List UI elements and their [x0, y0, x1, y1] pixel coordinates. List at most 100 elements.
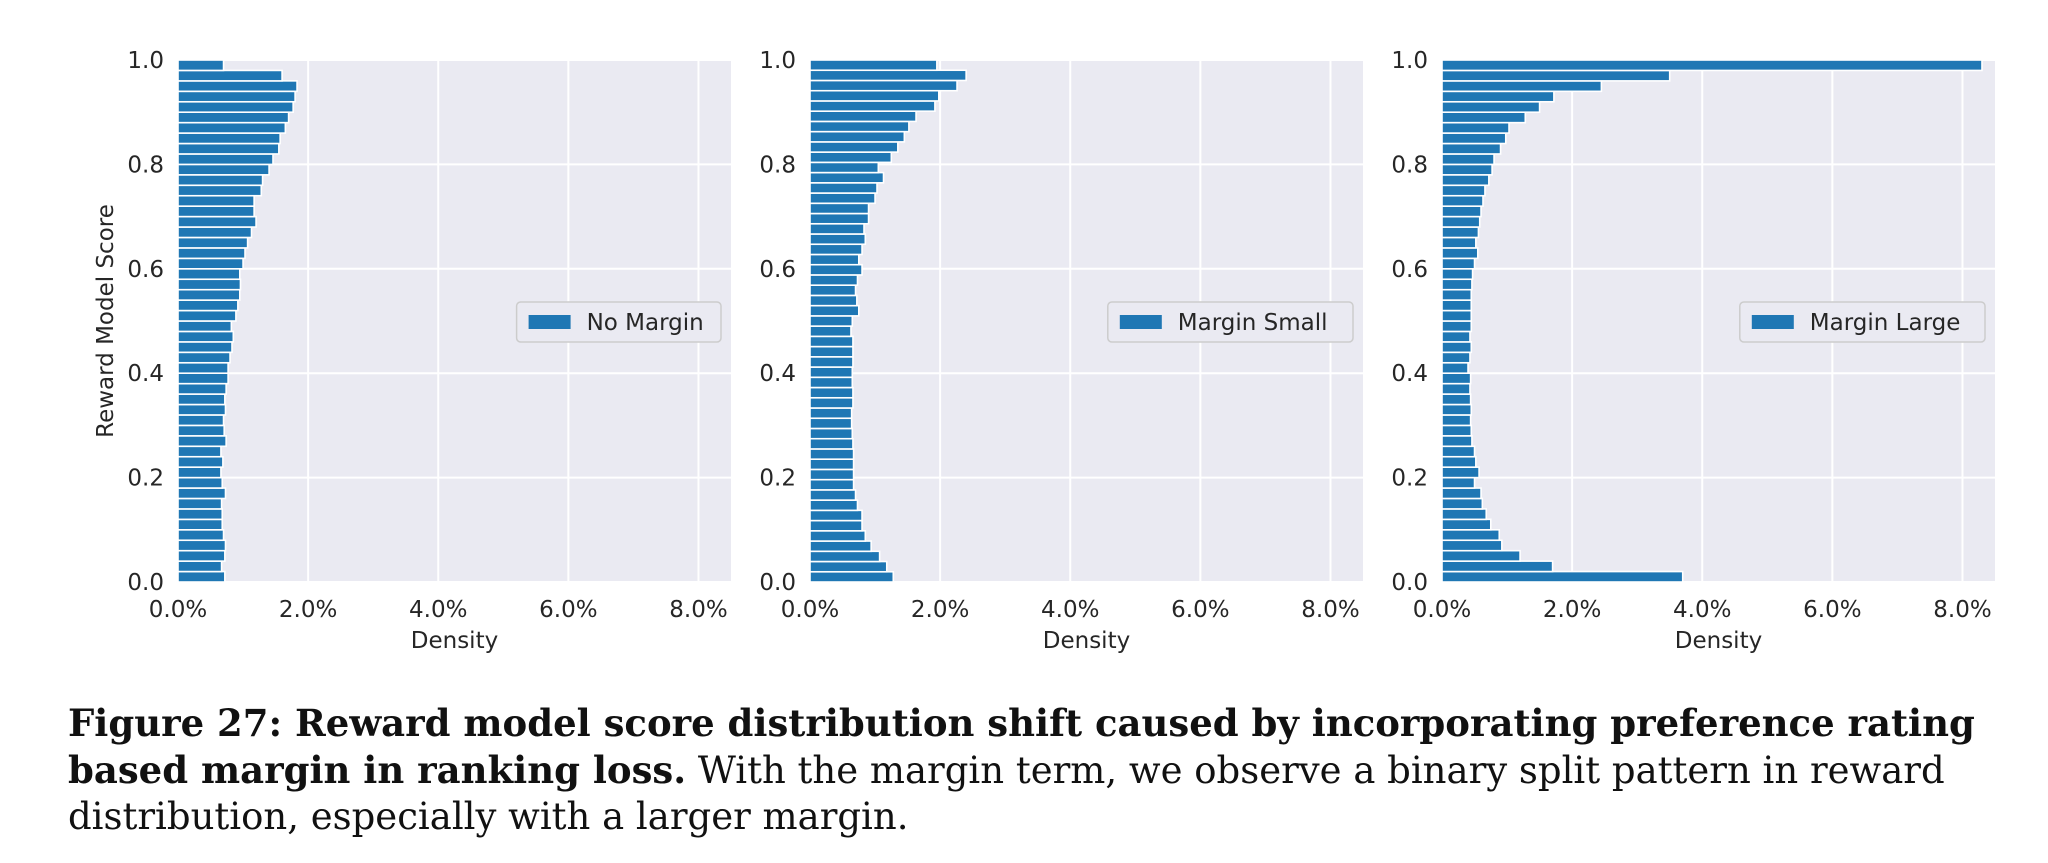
bar: [809, 182, 878, 194]
x-axis-label: Density: [1675, 628, 1762, 654]
bar: [809, 417, 853, 430]
y-tick-label: 0.0: [127, 570, 164, 596]
y-tick-label: 0.8: [1391, 152, 1428, 178]
bar: [1441, 163, 1493, 176]
bar: [1441, 497, 1484, 510]
bar: [1441, 132, 1507, 145]
bar: [809, 315, 854, 327]
bar: [177, 184, 263, 197]
bar: [1441, 153, 1495, 166]
bar: [809, 233, 867, 246]
x-tick-label: 0.0%: [781, 597, 839, 623]
bar: [809, 212, 870, 225]
x-tick-label: 0.0%: [149, 597, 207, 623]
bar: [1441, 100, 1541, 114]
bar: [1441, 278, 1473, 291]
bar: [177, 100, 294, 114]
bar: [1441, 351, 1471, 364]
bar: [1441, 247, 1479, 260]
bar: [177, 403, 227, 416]
x-tick-label: 4.0%: [1041, 597, 1099, 623]
bar: [1441, 518, 1492, 531]
x-tick-label: 8.0%: [1933, 597, 1991, 623]
bar: [177, 528, 225, 542]
bar: [1441, 403, 1473, 416]
y-tick-label: 0.8: [127, 152, 164, 178]
figure-caption: Figure 27: Reward model score distributi…: [68, 700, 2028, 840]
bar: [1441, 393, 1472, 406]
bar: [809, 519, 863, 532]
bar: [809, 325, 852, 338]
bar: [177, 153, 274, 166]
x-tick-label: 2.0%: [279, 597, 337, 623]
x-tick-label: 0.0%: [1413, 597, 1471, 623]
bar: [177, 215, 257, 228]
x-axis-label: Density: [411, 628, 498, 654]
bar: [1441, 184, 1486, 197]
bar: [177, 570, 226, 583]
bar: [1441, 466, 1480, 479]
bar: [177, 142, 280, 155]
bar: [1441, 267, 1474, 281]
bar: [177, 121, 287, 134]
bar: [177, 257, 244, 270]
y-tick-label: 0.6: [759, 257, 796, 283]
bar: [177, 132, 281, 145]
bar: [177, 59, 225, 72]
bar: [177, 111, 290, 124]
caption-title: Figure 27: Reward model score distributi…: [68, 701, 1975, 792]
bar: [809, 407, 853, 420]
bar: [177, 174, 264, 187]
y-tick-label: 0.0: [1391, 570, 1428, 596]
bar: [809, 294, 858, 307]
x-tick-label: 6.0%: [1171, 597, 1229, 623]
bar: [177, 299, 239, 312]
subplot-1: 0.0% 2.0% 4.0% 6.0% 8.0% 0.0 0.2 0.4 0.6 0.8 1.0 De…: [93, 48, 731, 654]
bar: [809, 458, 855, 471]
bar: [809, 192, 876, 205]
bar: [809, 468, 855, 481]
bar: [1441, 320, 1473, 333]
bar: [809, 284, 857, 297]
bar: [1441, 539, 1503, 552]
x-axis-label: Density: [1043, 628, 1130, 654]
bar: [177, 351, 231, 364]
y-tick-label: 0.6: [127, 257, 164, 283]
legend-label: Margin Large: [1810, 310, 1961, 336]
caption-body: With the margin term, we observe a binar…: [68, 749, 1945, 838]
legend-label: Margin Small: [1178, 310, 1328, 336]
bar: [809, 171, 885, 184]
bar: [809, 130, 906, 143]
bar: [177, 69, 283, 82]
bar: [177, 372, 229, 385]
bar: [809, 478, 855, 491]
bar: [809, 151, 893, 164]
bar: [809, 540, 872, 553]
bar: [1441, 445, 1476, 458]
bar: [1441, 528, 1501, 542]
legend-box: [1739, 301, 1986, 343]
y-tick-label: 0.6: [1391, 257, 1428, 283]
bar: [177, 320, 233, 333]
bar: [809, 89, 940, 102]
bar: [177, 382, 227, 395]
bar: [809, 141, 899, 153]
bar: [1441, 309, 1473, 322]
bar: [809, 570, 895, 583]
bar: [1441, 476, 1476, 489]
y-tick-label: 1.0: [127, 48, 164, 74]
bar: [177, 393, 226, 406]
bar: [177, 309, 237, 322]
bar: [809, 550, 881, 563]
bar: [1441, 69, 1671, 82]
y-tick-label: 0.4: [759, 361, 796, 387]
bar: [177, 445, 222, 458]
bar: [809, 79, 958, 92]
bar: [1441, 508, 1488, 521]
bar: [809, 499, 859, 512]
bar: [809, 396, 854, 409]
bar: [177, 414, 225, 427]
bar: [809, 304, 860, 317]
subplot-3: 0.0% 2.0% 4.0% 6.0% 8.0% 0.0 0.2 0.4 0.6 0.8 1.0 De…: [1391, 48, 1995, 654]
y-tick-label: 0.8: [759, 152, 796, 178]
